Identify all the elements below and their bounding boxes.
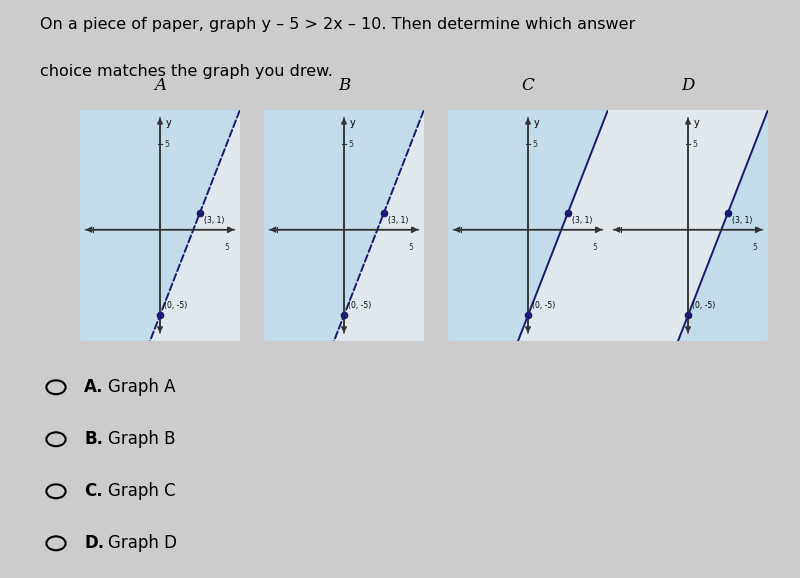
Text: y: y (350, 118, 355, 128)
Text: C: C (522, 77, 534, 94)
Text: choice matches the graph you drew.: choice matches the graph you drew. (40, 64, 333, 79)
Text: D.: D. (84, 534, 104, 553)
Text: Graph C: Graph C (108, 482, 176, 501)
Text: 5: 5 (348, 139, 353, 149)
Text: Graph D: Graph D (108, 534, 177, 553)
Text: 5: 5 (224, 243, 229, 253)
Text: y: y (166, 118, 171, 128)
Text: On a piece of paper, graph y – 5 > 2x – 10. Then determine which answer: On a piece of paper, graph y – 5 > 2x – … (40, 17, 635, 32)
Text: Graph A: Graph A (108, 378, 175, 397)
Text: C.: C. (84, 482, 102, 501)
Text: D: D (682, 77, 694, 94)
Text: A: A (154, 77, 166, 94)
Text: B.: B. (84, 430, 103, 449)
Text: (3, 1): (3, 1) (572, 216, 592, 225)
Text: (0, -5): (0, -5) (164, 301, 187, 310)
Text: Graph B: Graph B (108, 430, 175, 449)
Polygon shape (80, 110, 240, 341)
Text: 5: 5 (532, 139, 537, 149)
Text: 5: 5 (752, 243, 757, 253)
Text: y: y (534, 118, 539, 128)
Text: 5: 5 (692, 139, 697, 149)
Text: (0, -5): (0, -5) (692, 301, 715, 310)
Text: (0, -5): (0, -5) (348, 301, 371, 310)
Text: (0, -5): (0, -5) (532, 301, 555, 310)
Text: (3, 1): (3, 1) (732, 216, 752, 225)
Polygon shape (264, 110, 424, 341)
Text: A.: A. (84, 378, 103, 397)
Polygon shape (678, 110, 768, 341)
Text: (3, 1): (3, 1) (204, 216, 224, 225)
Text: y: y (694, 118, 699, 128)
Text: 5: 5 (164, 139, 169, 149)
Polygon shape (448, 110, 608, 341)
Text: B: B (338, 77, 350, 94)
Text: 5: 5 (592, 243, 597, 253)
Text: 5: 5 (408, 243, 413, 253)
Text: (3, 1): (3, 1) (388, 216, 408, 225)
